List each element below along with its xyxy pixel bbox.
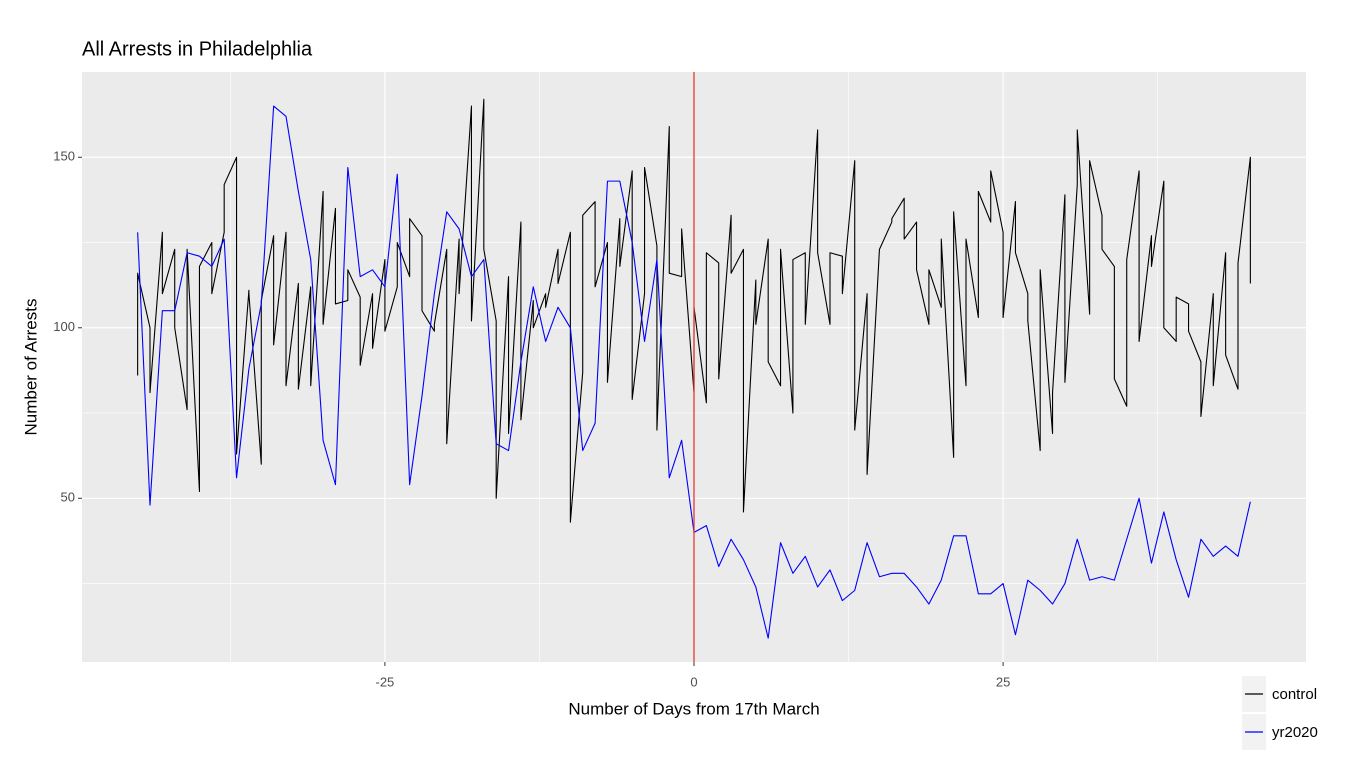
y-tick-label: 50: [61, 490, 75, 505]
legend-label: control: [1272, 686, 1317, 703]
chart-title: All Arrests in Philadelphlia: [82, 38, 313, 60]
x-axis-label: Number of Days from 17th March: [568, 699, 819, 718]
y-tick-label: 100: [53, 319, 75, 334]
x-tick-label: -25: [376, 674, 395, 689]
legend-label: yr2020: [1272, 724, 1318, 741]
y-axis-label: Number of Arrests: [21, 299, 40, 436]
x-tick-label: 0: [690, 674, 697, 689]
y-tick-label: 150: [53, 149, 75, 164]
x-tick-label: 25: [996, 674, 1010, 689]
